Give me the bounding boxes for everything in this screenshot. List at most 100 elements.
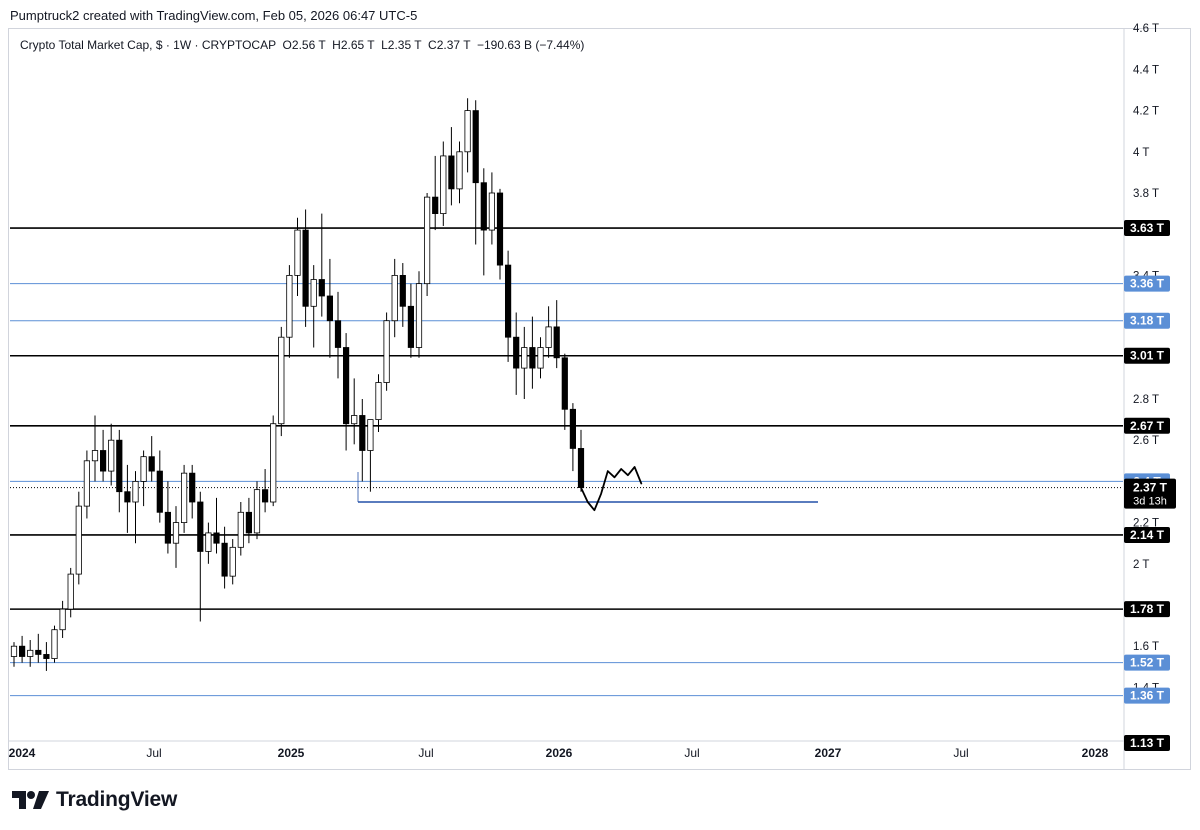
time-tick-label: 2024 <box>9 746 36 760</box>
price-tick-label: 1.6 T <box>1133 641 1159 653</box>
level-badge <box>1124 735 1170 752</box>
chart-credit: Pumptruck2 created with TradingView.com,… <box>10 8 418 23</box>
candle-body <box>164 511 171 544</box>
price-axis: 4.6 T4.4 T4.2 T4 T3.8 T3.4 T2.8 T2.6 T2.… <box>1123 23 1159 769</box>
candle-body <box>124 491 131 503</box>
candle-body <box>278 336 285 425</box>
level-badge <box>1124 654 1170 671</box>
time-tick-label: Jul <box>146 746 161 760</box>
candle-body <box>432 196 439 214</box>
level-badge <box>1124 275 1170 292</box>
candle-body <box>472 110 479 184</box>
price-tick-label: 4.6 T <box>1133 23 1159 35</box>
close-value: 2.37 T <box>436 38 471 52</box>
chart-legend: Crypto Total Market Cap, $ · 1W · CRYPTO… <box>20 38 584 52</box>
time-tick-label: 2028 <box>1082 746 1109 760</box>
candle-body <box>521 347 528 369</box>
candle-body <box>270 423 277 503</box>
candle-body <box>213 532 220 544</box>
price-tick-label: 4.2 T <box>1133 106 1159 118</box>
level-badge <box>1124 526 1170 543</box>
candle-body <box>108 439 115 472</box>
candle-body <box>537 347 544 369</box>
level-badge-label: 3.18 T <box>1130 314 1165 328</box>
time-tick-label: Jul <box>953 746 968 760</box>
candle-body <box>132 480 139 503</box>
tradingview-logo[interactable]: TradingView <box>12 786 177 814</box>
candle-body <box>407 305 415 348</box>
low-value: 2.35 T <box>387 38 422 52</box>
tradingview-icon <box>12 791 49 809</box>
candle-body <box>318 279 325 297</box>
countdown-label: 3d 13h <box>1133 496 1167 508</box>
candle-body <box>302 229 309 307</box>
level-badge-label: 3.63 T <box>1130 221 1165 235</box>
candle-body <box>383 320 390 383</box>
chart-frame <box>8 28 1191 770</box>
candle-body <box>18 645 26 657</box>
candle-body <box>253 489 261 534</box>
level-badge-label: 1.36 T <box>1130 689 1165 703</box>
candle-body <box>148 456 155 472</box>
candle-body <box>440 155 447 214</box>
candle-body <box>415 283 423 348</box>
low-key: L <box>381 38 388 52</box>
level-badge-label: 3.36 T <box>1130 277 1165 291</box>
candle-body <box>229 546 236 577</box>
symbol-label: Crypto Total Market Cap, $ · 1W · CRYPTO… <box>20 38 276 52</box>
candle-body <box>488 192 496 231</box>
price-tick-label: 2.6 T <box>1133 435 1159 447</box>
candle-body <box>456 151 463 190</box>
projection-path <box>580 466 643 512</box>
price-badges: 3.63 T3.36 T3.18 T3.01 T2.67 T2.4 T2.14 … <box>1124 220 1176 752</box>
time-tick-label: Jul <box>684 746 699 760</box>
projection-line <box>580 466 643 512</box>
candle-body <box>375 382 382 420</box>
candle-body <box>423 196 431 285</box>
candle-body <box>205 532 212 552</box>
price-tick-label: 4.4 T <box>1133 64 1159 76</box>
candle-body <box>577 448 585 488</box>
level-badge-label: 3.01 T <box>1130 349 1165 363</box>
time-tick-label: 2025 <box>278 746 305 760</box>
open-value: 2.56 T <box>291 38 326 52</box>
candle-body <box>35 649 42 655</box>
candle-body <box>116 439 123 493</box>
price-tick-label: 3.8 T <box>1133 188 1159 200</box>
price-tick-label: 2.2 T <box>1133 518 1159 530</box>
candle-body <box>326 295 334 322</box>
candle-body <box>496 192 504 266</box>
candle-body <box>75 505 82 575</box>
candle-body <box>83 460 90 507</box>
candle-body <box>100 450 107 472</box>
candle-body <box>367 419 374 451</box>
last-price-label: 2.37 T <box>1133 481 1168 495</box>
brand-name: TradingView <box>56 788 178 811</box>
candle-body <box>569 408 577 449</box>
candle-body <box>261 489 269 503</box>
candle-body <box>67 573 74 610</box>
level-badge-label: 1.52 T <box>1130 656 1165 670</box>
candle-body <box>294 229 301 276</box>
candle-body <box>156 470 163 513</box>
price-tick-label: 2.8 T <box>1133 394 1159 406</box>
candle-body <box>286 274 293 338</box>
candle-body <box>310 279 317 307</box>
candle-body <box>342 347 350 425</box>
close-key: C <box>428 38 437 52</box>
level-badge <box>1124 601 1170 618</box>
level-badge <box>1124 347 1170 364</box>
price-tick-label: 2 T <box>1133 559 1149 571</box>
candles <box>10 98 585 671</box>
time-tick-label: 2027 <box>815 746 842 760</box>
candle-body <box>561 357 568 410</box>
level-badge <box>1124 687 1170 704</box>
candle-body <box>237 511 244 548</box>
candle-body <box>529 347 536 369</box>
candle-body <box>334 320 342 348</box>
level-badge <box>1124 417 1170 434</box>
candle-body <box>359 415 366 451</box>
candle-body <box>351 415 358 425</box>
time-tick-label: 2026 <box>546 746 573 760</box>
